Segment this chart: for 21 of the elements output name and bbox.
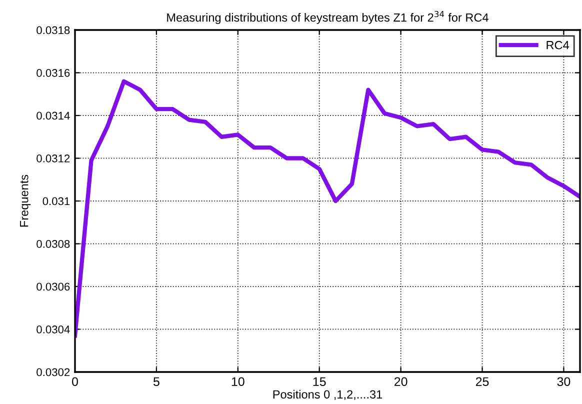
y-tick-label: 0.0316 bbox=[36, 69, 70, 77]
x-tick-label: 20 bbox=[394, 377, 408, 386]
y-tick-label: 0.0318 bbox=[36, 26, 70, 34]
chart-title: Measuring distributions of keystream bytes Z1 for 2$^{34}$ for RC4 bbox=[167, 10, 488, 24]
x-tick-label: 0 bbox=[72, 377, 78, 386]
y-tick-label: 0.0314 bbox=[36, 112, 70, 120]
y-axis-title: Frequents bbox=[20, 174, 31, 227]
y-tick-label: 0.0306 bbox=[36, 282, 70, 291]
y-tick-label: 0.0312 bbox=[36, 154, 70, 162]
y-tick-label: 0.0308 bbox=[36, 240, 70, 248]
x-tick-label: 10 bbox=[232, 377, 244, 386]
legend-label: RC4 bbox=[546, 40, 570, 50]
x-axis-title: Positions 0 ,1,2,....31 bbox=[273, 390, 382, 400]
line-series bbox=[75, 79, 580, 338]
x-tick-label: 5 bbox=[153, 377, 160, 386]
y-tick-label: 0.031 bbox=[42, 197, 70, 206]
x-tick-label: 30 bbox=[557, 377, 570, 386]
y-tick-label: 0.0302 bbox=[36, 368, 70, 376]
x-tick-label: 25 bbox=[476, 377, 489, 386]
y-tick-label: 0.0304 bbox=[36, 326, 70, 334]
x-tick-label: 15 bbox=[313, 377, 326, 386]
